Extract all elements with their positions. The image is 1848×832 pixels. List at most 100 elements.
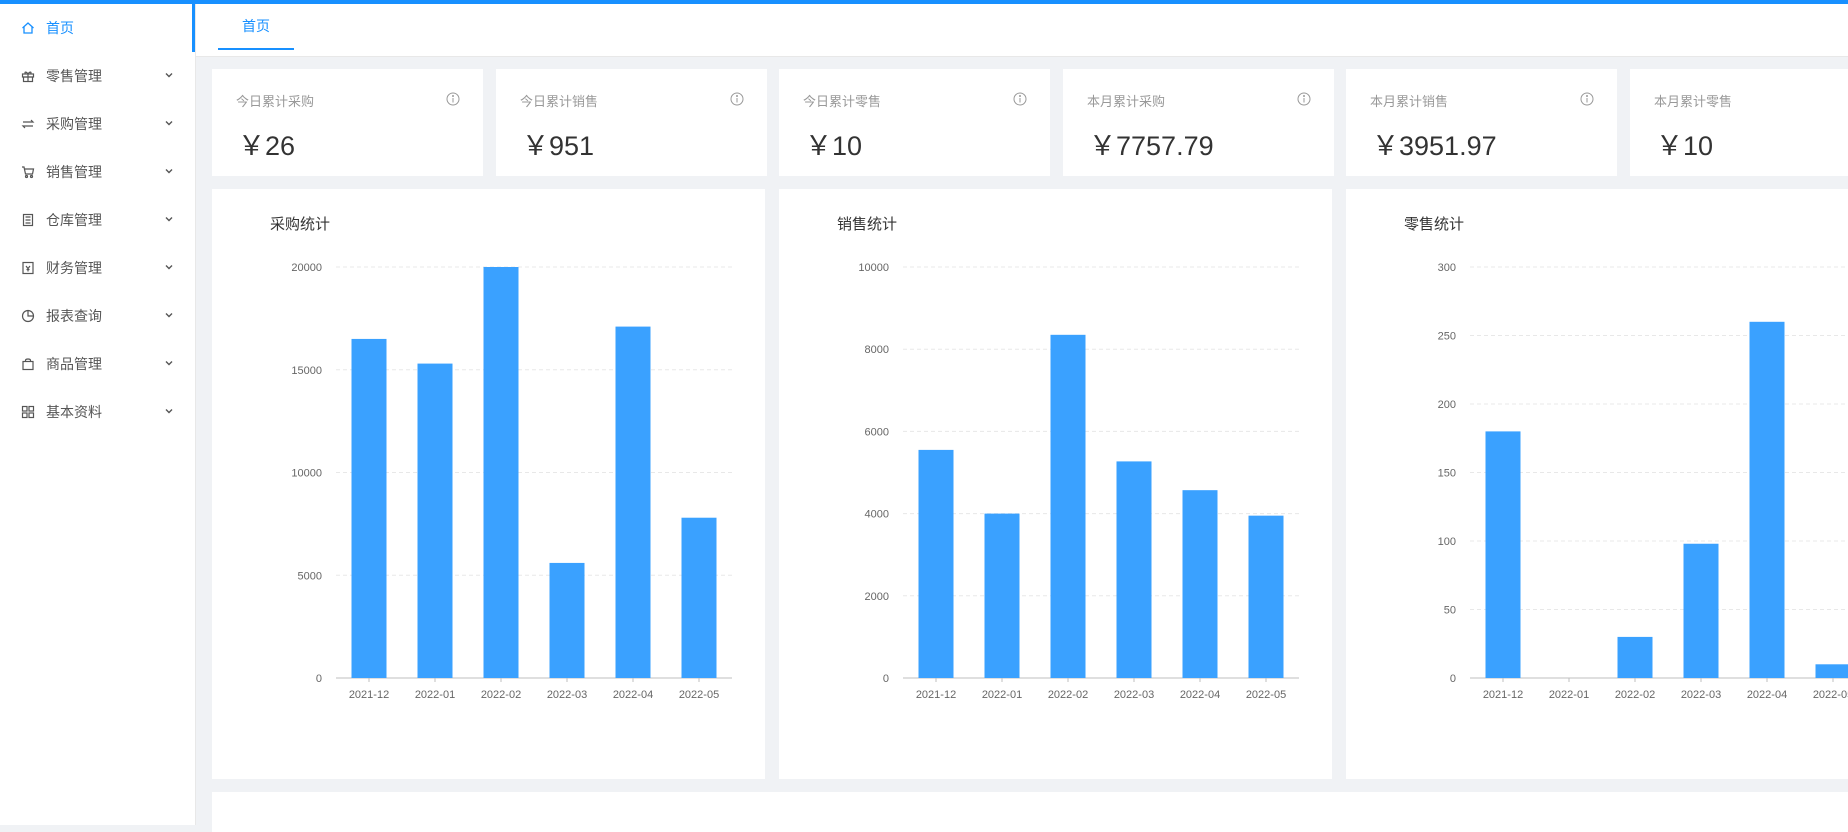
y-tick-label: 4000: [865, 509, 889, 521]
bar: [1684, 544, 1719, 678]
sidebar-item-label: 基本资料: [46, 402, 102, 422]
pie-chart-icon: [20, 308, 36, 324]
bar: [484, 267, 519, 678]
stat-value: ￥951: [522, 124, 594, 163]
gift-icon: [20, 68, 36, 84]
stat-card-month-sales: 本月累计销售 ￥3951.97: [1346, 69, 1617, 176]
warehouse-icon: [20, 212, 36, 228]
y-tick-label: 0: [1450, 673, 1456, 685]
info-icon[interactable]: [1297, 92, 1311, 106]
bar: [1051, 335, 1086, 678]
info-icon[interactable]: [446, 92, 460, 106]
sidebar-item-sales[interactable]: 销售管理: [0, 148, 195, 196]
sidebar-item-label: 报表查询: [46, 306, 102, 326]
chevron-down-icon: [163, 261, 175, 273]
sidebar-item-home[interactable]: 首页: [0, 4, 195, 52]
chart-title: 采购统计: [270, 216, 330, 233]
y-tick-label: 50: [1444, 605, 1456, 617]
y-tick-label: 100: [1438, 536, 1456, 548]
tab-home[interactable]: 首页: [218, 4, 294, 50]
info-icon[interactable]: [1013, 92, 1027, 106]
x-tick-label: 2022-02: [1048, 689, 1088, 701]
chevron-down-icon: [163, 165, 175, 177]
swap-icon: [20, 116, 36, 132]
x-tick-label: 2021-12: [1483, 689, 1523, 701]
y-tick-label: 0: [883, 673, 889, 685]
x-tick-label: 2022-03: [547, 689, 587, 701]
chart-title: 销售统计: [837, 216, 897, 233]
bar: [1816, 664, 1848, 678]
x-tick-label: 2022-05: [1246, 689, 1286, 701]
stat-title: 本月累计采购: [1087, 91, 1165, 110]
stat-card-month-purchase: 本月累计采购 ￥7757.79: [1063, 69, 1334, 176]
y-tick-label: 300: [1438, 262, 1456, 274]
bar: [1486, 431, 1521, 678]
y-tick-label: 5000: [298, 570, 322, 582]
sidebar-item-label: 销售管理: [46, 162, 102, 182]
sidebar-item-basic-data[interactable]: 基本资料: [0, 388, 195, 436]
account-book-icon: [20, 260, 36, 276]
stat-card-month-retail: 本月累计零售 ￥10: [1630, 69, 1848, 176]
bar: [985, 514, 1020, 678]
bar: [550, 563, 585, 678]
stat-card-today-purchase: 今日累计采购 ￥26: [212, 69, 483, 176]
sidebar-item-label: 采购管理: [46, 114, 102, 134]
y-tick-label: 10000: [291, 468, 322, 480]
chevron-down-icon: [163, 117, 175, 129]
bar: [352, 339, 387, 678]
stat-title: 本月累计销售: [1370, 91, 1448, 110]
x-tick-label: 2022-02: [481, 689, 521, 701]
x-tick-label: 2022-05: [679, 689, 719, 701]
bar: [418, 364, 453, 678]
tab-bar: 首页: [196, 4, 1848, 57]
bar: [1249, 516, 1284, 678]
sidebar-item-warehouse[interactable]: 仓库管理: [0, 196, 195, 244]
chevron-down-icon: [163, 309, 175, 321]
stat-value: ￥10: [805, 124, 862, 163]
home-icon: [20, 20, 36, 36]
stat-value: ￥3951.97: [1372, 124, 1497, 163]
x-tick-label: 2022-02: [1615, 689, 1655, 701]
y-tick-label: 250: [1438, 331, 1456, 343]
stat-card-today-sales: 今日累计销售 ￥951: [496, 69, 767, 176]
sidebar-item-label: 仓库管理: [46, 210, 102, 230]
stat-title: 今日累计零售: [803, 91, 881, 110]
stat-title: 本月累计零售: [1654, 91, 1732, 110]
sidebar-item-label: 商品管理: [46, 354, 102, 374]
appstore-icon: [20, 404, 36, 420]
x-tick-label: 2022-01: [982, 689, 1022, 701]
y-tick-label: 150: [1438, 468, 1456, 480]
info-icon[interactable]: [1580, 92, 1594, 106]
x-tick-label: 2022-04: [1747, 689, 1787, 701]
bar: [1117, 461, 1152, 678]
sidebar: 首页 零售管理 采购管理 销售管理 仓库管理 财务管理: [0, 4, 196, 825]
cart-icon: [20, 164, 36, 180]
bar: [1618, 637, 1653, 678]
x-tick-label: 2022-03: [1114, 689, 1154, 701]
x-tick-label: 2022-04: [1180, 689, 1220, 701]
bar: [1183, 490, 1218, 678]
x-tick-label: 2022-05: [1813, 689, 1848, 701]
sidebar-item-label: 首页: [46, 18, 74, 38]
sidebar-item-retail[interactable]: 零售管理: [0, 52, 195, 100]
sidebar-item-label: 零售管理: [46, 66, 102, 86]
bar: [919, 450, 954, 678]
sidebar-item-finance[interactable]: 财务管理: [0, 244, 195, 292]
footer: [212, 792, 1848, 832]
bar: [1750, 322, 1785, 678]
sidebar-item-reports[interactable]: 报表查询: [0, 292, 195, 340]
stat-value: ￥7757.79: [1089, 124, 1214, 163]
chevron-down-icon: [163, 213, 175, 225]
x-tick-label: 2021-12: [349, 689, 389, 701]
stat-value: ￥10: [1656, 124, 1713, 163]
stat-card-today-retail: 今日累计零售 ￥10: [779, 69, 1050, 176]
y-tick-label: 15000: [291, 365, 322, 377]
sidebar-item-goods[interactable]: 商品管理: [0, 340, 195, 388]
info-icon[interactable]: [730, 92, 744, 106]
sidebar-item-purchase[interactable]: 采购管理: [0, 100, 195, 148]
